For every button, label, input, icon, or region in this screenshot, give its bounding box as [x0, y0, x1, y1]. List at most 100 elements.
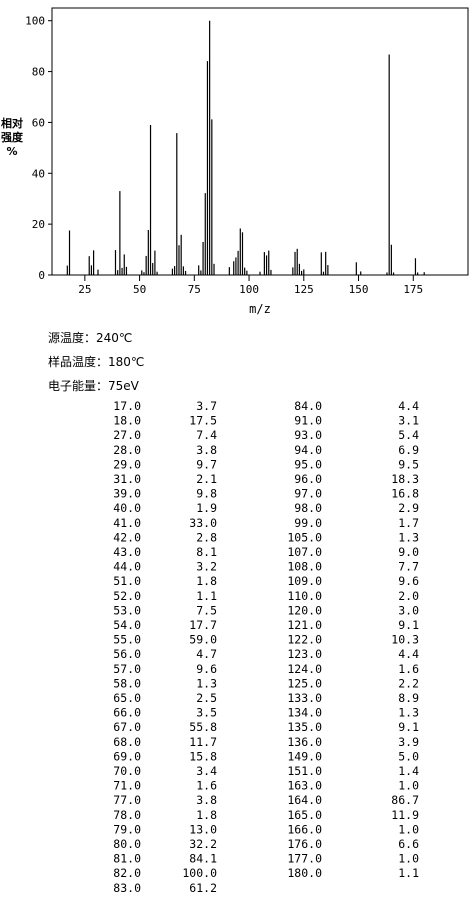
table-mz: 93.0	[294, 428, 322, 442]
table-mz: 122.0	[287, 633, 322, 647]
y-axis-label: 相对	[1, 116, 23, 130]
table-intensity: 13.0	[189, 822, 217, 836]
table-mz: 40.0	[113, 501, 141, 515]
table-mz: 79.0	[113, 822, 141, 836]
table-intensity: 2.1	[196, 472, 217, 486]
table-mz: 17.0	[113, 399, 141, 413]
table-mz: 65.0	[113, 691, 141, 705]
table-mz: 165.0	[287, 808, 322, 822]
table-mz: 71.0	[113, 779, 141, 793]
table-mz: 70.0	[113, 764, 141, 778]
table-intensity: 1.1	[196, 589, 217, 603]
table-intensity: 8.9	[398, 691, 419, 705]
table-mz: 94.0	[294, 443, 322, 457]
table-mz: 41.0	[113, 516, 141, 530]
table-mz: 123.0	[287, 647, 322, 661]
x-tick-label: 125	[294, 283, 314, 296]
table-mz: 66.0	[113, 706, 141, 720]
table-intensity: 2.8	[196, 530, 217, 544]
table-mz: 108.0	[287, 560, 322, 574]
table-mz: 57.0	[113, 662, 141, 676]
table-intensity: 1.1	[398, 866, 419, 880]
table-intensity: 1.3	[196, 676, 217, 690]
table-mz: 121.0	[287, 618, 322, 632]
table-intensity: 3.4	[196, 764, 217, 778]
table-intensity: 1.6	[398, 662, 419, 676]
table-mz: 31.0	[113, 472, 141, 486]
info-line: 源温度：240℃	[48, 330, 132, 345]
table-mz: 135.0	[287, 720, 322, 734]
table-mz: 18.0	[113, 414, 141, 428]
table-intensity: 9.1	[398, 618, 419, 632]
y-tick-label: 0	[38, 269, 45, 282]
table-mz: 164.0	[287, 793, 322, 807]
table-mz: 28.0	[113, 443, 141, 457]
table-mz: 136.0	[287, 735, 322, 749]
table-intensity: 100.0	[182, 866, 217, 880]
table-intensity: 86.7	[391, 793, 419, 807]
table-mz: 51.0	[113, 574, 141, 588]
table-mz: 78.0	[113, 808, 141, 822]
table-mz: 69.0	[113, 749, 141, 763]
table-mz: 176.0	[287, 837, 322, 851]
table-mz: 125.0	[287, 676, 322, 690]
table-intensity: 16.8	[391, 487, 419, 501]
table-intensity: 17.5	[189, 414, 217, 428]
table-intensity: 9.7	[196, 457, 217, 471]
table-intensity: 8.1	[196, 545, 217, 559]
table-intensity: 1.0	[398, 852, 419, 866]
table-mz: 39.0	[113, 487, 141, 501]
x-tick-label: 50	[133, 283, 146, 296]
table-intensity: 2.9	[398, 501, 419, 515]
table-intensity: 6.9	[398, 443, 419, 457]
y-axis-label: 强度	[1, 130, 24, 144]
table-intensity: 5.4	[398, 428, 419, 442]
table-intensity: 2.5	[196, 691, 217, 705]
table-intensity: 55.8	[189, 720, 217, 734]
table-intensity: 7.4	[196, 428, 217, 442]
table-mz: 151.0	[287, 764, 322, 778]
table-intensity: 17.7	[189, 618, 217, 632]
x-tick-label: 100	[239, 283, 259, 296]
table-mz: 163.0	[287, 779, 322, 793]
y-tick-label: 60	[32, 116, 45, 129]
table-intensity: 9.8	[196, 487, 217, 501]
y-tick-label: 40	[32, 167, 45, 180]
table-mz: 166.0	[287, 822, 322, 836]
table-intensity: 1.4	[398, 764, 419, 778]
table-mz: 43.0	[113, 545, 141, 559]
table-intensity: 9.6	[398, 574, 419, 588]
table-mz: 97.0	[294, 487, 322, 501]
table-mz: 44.0	[113, 560, 141, 574]
table-intensity: 3.9	[398, 735, 419, 749]
table-intensity: 1.8	[196, 808, 217, 822]
table-intensity: 1.0	[398, 779, 419, 793]
y-tick-label: 20	[32, 218, 45, 231]
table-intensity: 18.3	[391, 472, 419, 486]
table-intensity: 11.9	[391, 808, 419, 822]
table-mz: 52.0	[113, 589, 141, 603]
table-mz: 83.0	[113, 881, 141, 895]
table-mz: 177.0	[287, 852, 322, 866]
table-intensity: 9.5	[398, 457, 419, 471]
table-intensity: 1.8	[196, 574, 217, 588]
table-intensity: 2.2	[398, 676, 419, 690]
table-intensity: 7.5	[196, 603, 217, 617]
table-mz: 105.0	[287, 530, 322, 544]
table-intensity: 10.3	[391, 633, 419, 647]
table-intensity: 3.0	[398, 603, 419, 617]
y-tick-label: 100	[25, 15, 45, 28]
table-intensity: 61.2	[189, 881, 217, 895]
table-intensity: 9.6	[196, 662, 217, 676]
table-intensity: 15.8	[189, 749, 217, 763]
table-mz: 120.0	[287, 603, 322, 617]
table-intensity: 11.7	[189, 735, 217, 749]
table-mz: 110.0	[287, 589, 322, 603]
x-tick-label: 75	[188, 283, 201, 296]
table-mz: 29.0	[113, 457, 141, 471]
y-tick-label: 80	[32, 66, 45, 79]
table-mz: 109.0	[287, 574, 322, 588]
table-intensity: 9.0	[398, 545, 419, 559]
